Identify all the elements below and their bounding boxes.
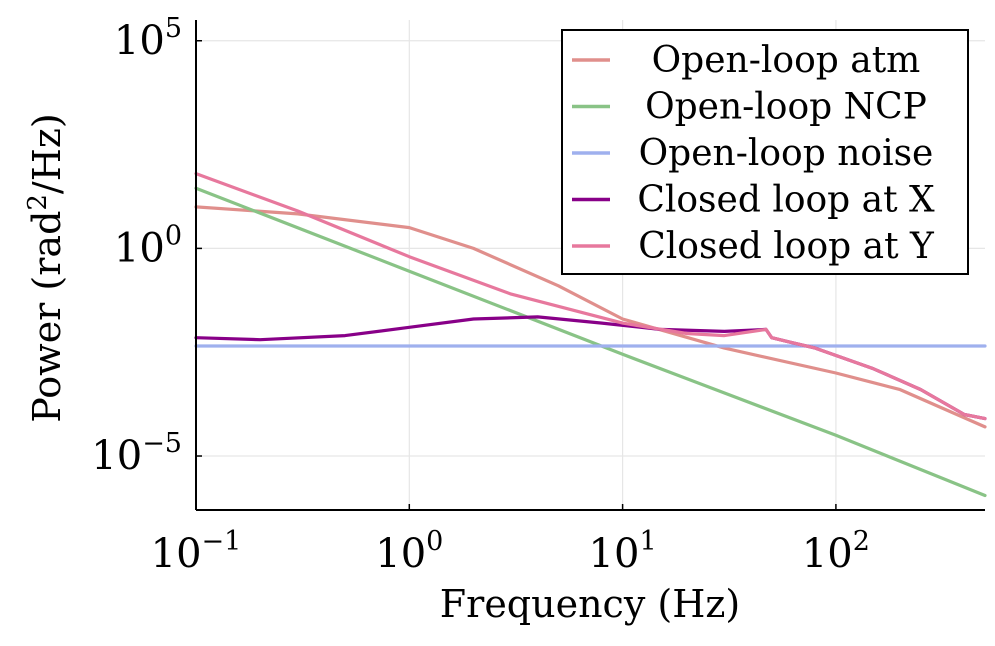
legend-label-3: Open-loop noise: [639, 133, 934, 174]
x-tick-label: 101: [589, 526, 657, 577]
series-line-1: [194, 205, 987, 429]
y-tick-label: 100: [114, 220, 182, 271]
x-tick-label: 10−1: [151, 526, 242, 577]
legend-label-1: Open-loop atm: [652, 40, 921, 81]
x-axis-label: Frequency (Hz): [440, 582, 740, 626]
y-tick-label: 10−5: [91, 428, 182, 479]
legend-box: [561, 29, 969, 275]
axes: [195, 20, 985, 511]
legend: Open-loop atm Open-loop NCP Open-loop nois…: [561, 29, 969, 275]
series-line-5: [194, 172, 987, 421]
x-ticks: 10−1 100 101 102: [151, 504, 870, 577]
x-tick-label: 100: [375, 526, 443, 577]
y-axis-label: Power (rad2/Hz): [23, 113, 69, 422]
y-ticks: 105 100 10−5: [91, 13, 202, 479]
x-tick-label: 102: [802, 526, 870, 577]
series-line-2: [194, 186, 987, 498]
legend-label-2: Open-loop NCP: [645, 87, 927, 128]
legend-label-5: Closed loop at Y: [638, 226, 935, 267]
y-tick-label: 105: [114, 13, 182, 64]
series-layer: [194, 172, 987, 498]
legend-label-4: Closed loop at X: [637, 180, 935, 221]
